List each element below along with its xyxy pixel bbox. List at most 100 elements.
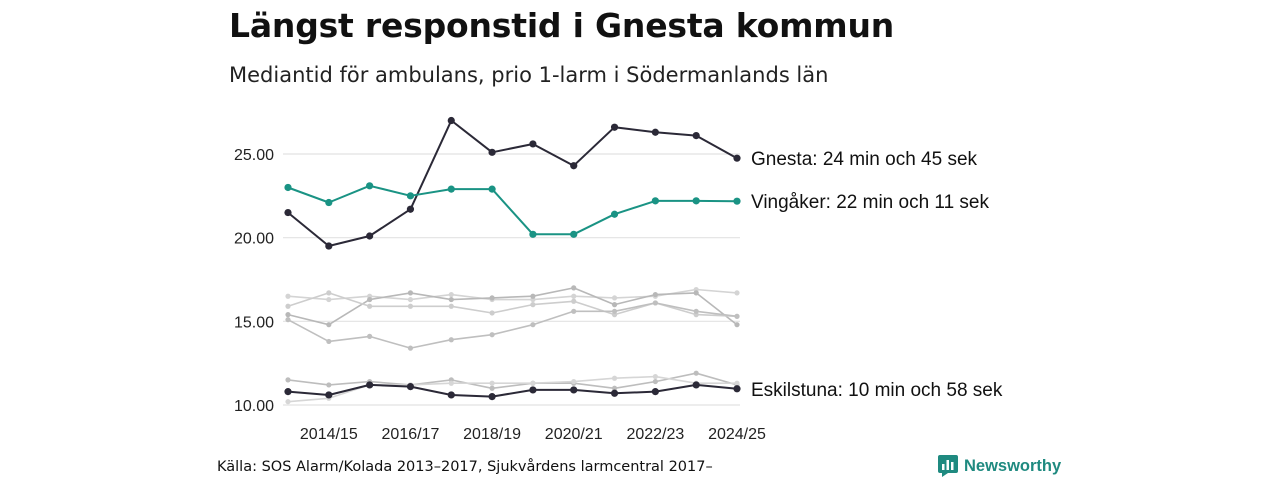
other-series-4-point — [367, 333, 373, 339]
series-gnesta-line — [287, 119, 738, 247]
series-vingåker-point — [284, 183, 292, 192]
series-eskilstuna-point — [488, 393, 496, 401]
other-series-5-point — [489, 385, 495, 391]
series-gnesta-point — [406, 205, 415, 213]
series-gnesta-label: Gnesta: 24 min och 45 sek — [751, 149, 978, 170]
other-series-5-line — [287, 372, 738, 390]
other-series-4-point — [693, 308, 699, 314]
other-series-2-point — [489, 295, 495, 301]
y-tick-label: 20.00 — [234, 231, 274, 248]
other-series-1-point — [326, 296, 332, 303]
other-series-1-point — [407, 296, 414, 303]
series-labels: Gnesta: 24 min och 45 sek Vingåker: 22 mi… — [751, 149, 1003, 401]
other-series-4-point — [489, 332, 495, 338]
series-vingåker-point — [325, 198, 333, 207]
series-vingåker-point — [610, 210, 619, 218]
series-eskilstuna-label: Eskilstuna: 10 min och 58 sek — [751, 380, 1003, 401]
series-vingåker-point — [366, 182, 374, 190]
newsworthy-logo-text: Newsworthy — [964, 456, 1062, 475]
other-series-6-point — [734, 380, 740, 386]
x-tick-label: 2018/19 — [463, 426, 521, 443]
series-gnesta-point — [284, 208, 292, 217]
series-eskilstuna-point — [325, 391, 333, 399]
other-series-6-point — [652, 373, 658, 380]
other-series-1-point — [571, 293, 577, 299]
other-series-3-point — [367, 303, 373, 309]
series-eskilstuna-point — [733, 385, 741, 393]
x-tick-label: 2022/23 — [626, 426, 684, 443]
x-tick-label: 2014/15 — [300, 426, 358, 443]
series-eskilstuna-point — [610, 389, 619, 397]
other-series-3-point — [489, 310, 495, 316]
other-series-6-point — [530, 380, 536, 386]
source-note: Källa: SOS Alarm/Kolada 2013–2017, Sjukv… — [217, 459, 713, 475]
other-series-4-point — [611, 308, 618, 314]
y-tick-label: 10.00 — [234, 398, 274, 415]
other-series-6-point — [448, 380, 454, 386]
other-series-5-point — [693, 370, 699, 376]
series-gnesta-point — [651, 128, 659, 136]
other-series-4-point — [285, 317, 291, 323]
other-series-2-point — [693, 290, 699, 296]
other-series-1-point — [448, 291, 454, 298]
x-tick-label: 2020/21 — [545, 426, 603, 443]
x-axis-ticks: 2014/15 2016/17 2018/19 2020/21 2022/23 2024/… — [300, 426, 766, 443]
series-gnesta-point — [733, 154, 741, 162]
other-series-4-point — [571, 308, 577, 314]
other-series-2-point — [285, 312, 291, 318]
other-series-2-point — [734, 322, 740, 328]
other-series-2-point — [407, 290, 414, 296]
chart-title: Längst responstid i Gnesta kommun — [229, 6, 895, 45]
other-series-6-point — [571, 378, 577, 385]
other-series-4-point — [652, 300, 658, 306]
series-eskilstuna-point — [692, 381, 700, 389]
other-series-4-point — [734, 313, 740, 319]
series-gnesta-point — [488, 148, 496, 156]
x-tick-label: 2016/17 — [382, 426, 440, 443]
other-series-1-point — [611, 295, 618, 301]
series-eskilstuna-point — [366, 381, 374, 389]
other-series-2-point — [652, 291, 658, 298]
other-series-1-point — [285, 293, 291, 299]
other-series-6-point — [285, 399, 291, 405]
series-eskilstuna-point — [651, 388, 659, 396]
series-gnesta-point — [529, 140, 537, 148]
other-series-4-point — [407, 345, 414, 351]
other-series-4-point — [448, 337, 454, 343]
other-series-2-point — [326, 322, 332, 328]
series-gnesta-point — [325, 242, 333, 250]
series-vingåker-label: Vingåker: 22 min och 11 sek — [751, 192, 989, 213]
other-municipalities — [285, 285, 740, 405]
series-eskilstuna-point — [570, 386, 578, 394]
other-series-4-point — [530, 322, 536, 328]
y-tick-label: 15.00 — [234, 314, 274, 331]
x-tick-label: 2024/25 — [708, 426, 766, 443]
series-gnesta-point — [570, 162, 578, 170]
other-series-2-point — [448, 296, 454, 303]
other-series-3-point — [571, 298, 577, 304]
other-series-3-point — [326, 290, 332, 296]
y-axis-ticks: 10.00 15.00 20.00 25.00 — [234, 147, 274, 415]
series-vingåker-line — [287, 184, 738, 236]
newsworthy-logo-icon — [938, 455, 958, 477]
series-vingåker-point — [570, 230, 578, 238]
other-series-6-point — [489, 380, 495, 386]
other-series-6-point — [611, 375, 618, 381]
series-eskilstuna-point — [406, 382, 415, 391]
other-series-2-point — [530, 293, 536, 299]
chart-subtitle: Mediantid för ambulans, prio 1-larm i Sö… — [229, 63, 829, 87]
other-series-5-point — [611, 385, 618, 391]
series-gnesta-point — [447, 116, 455, 125]
series-eskilstuna-point — [447, 391, 455, 399]
other-series-3-point — [530, 302, 536, 308]
gridlines — [283, 153, 740, 406]
other-series-4-point — [326, 338, 332, 345]
other-series-3-point — [407, 303, 414, 309]
other-series-5-point — [652, 378, 658, 385]
other-series-2-point — [571, 285, 577, 291]
series-eskilstuna-point — [529, 386, 537, 394]
other-series-5-point — [285, 377, 291, 383]
series-vingåker-point — [488, 185, 496, 193]
series-gnesta-point — [610, 123, 619, 131]
